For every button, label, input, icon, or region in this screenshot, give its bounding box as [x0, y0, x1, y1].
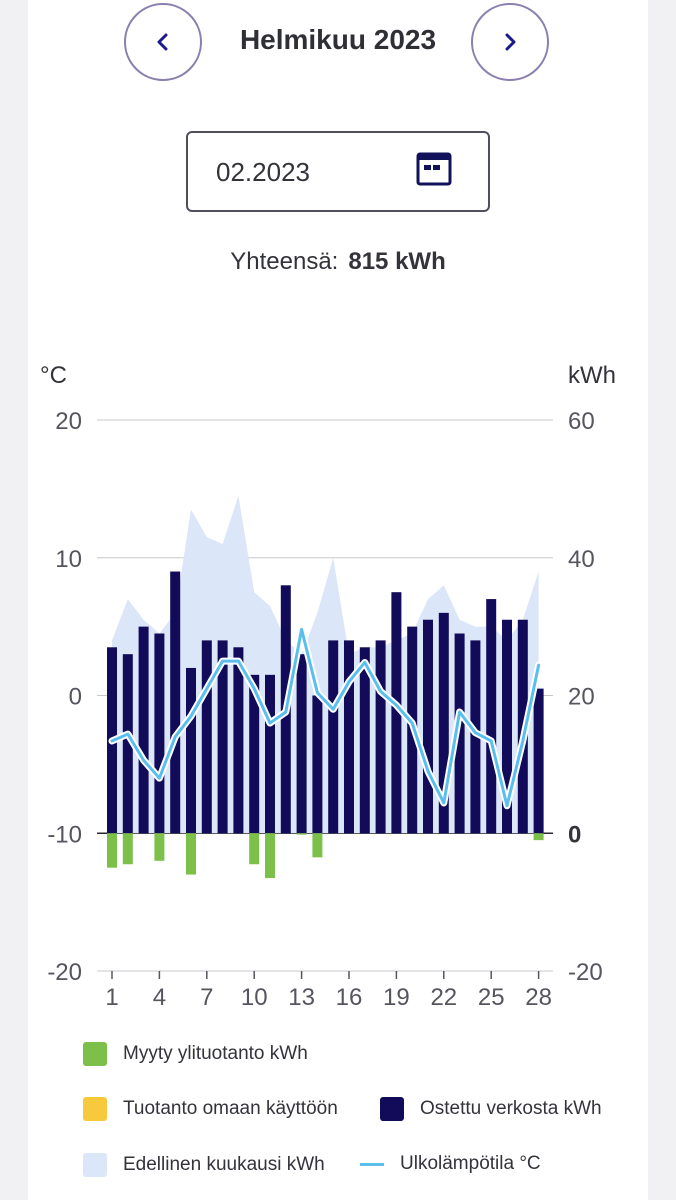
chevron-left-icon — [157, 33, 168, 51]
legend-swatch-bought — [380, 1097, 404, 1121]
bar-bought — [359, 647, 370, 834]
x-tick-label: 22 — [430, 984, 457, 1011]
bar-bought — [170, 571, 181, 834]
bar-bought — [328, 640, 339, 834]
monthly-total: Yhteensä: 815 kWh — [0, 248, 676, 276]
date-value: 02.2023 — [216, 157, 310, 187]
legend-previous: Edellinen kuukausi kWh — [83, 1153, 325, 1177]
x-tick-label: 16 — [336, 984, 363, 1011]
bar-bought — [296, 654, 307, 834]
bar-sold — [186, 833, 196, 875]
legend-label-temperature: Ulkolämpötila °C — [400, 1153, 541, 1174]
bar-bought — [312, 695, 323, 834]
bar-bought — [201, 640, 212, 834]
legend-temperature: Ulkolämpötila °C — [360, 1153, 541, 1175]
legend-bought: Ostettu verkosta kWh — [380, 1097, 602, 1121]
bar-sold — [533, 833, 544, 841]
bar-bought — [122, 654, 133, 834]
bar-bought — [438, 612, 449, 834]
x-tick-label: 28 — [525, 984, 552, 1011]
temperature-axis-unit: °C — [40, 362, 67, 389]
bar-sold — [154, 833, 165, 861]
total-value: 815 kWh — [348, 248, 446, 275]
bar-bought — [344, 640, 354, 834]
legend-swatch-own-use — [83, 1097, 107, 1121]
bar-bought — [391, 592, 402, 834]
legend-own-use: Tuotanto omaan käyttöön — [83, 1097, 338, 1121]
bar-bought — [186, 667, 196, 834]
energy-axis-unit: kWh — [568, 362, 616, 389]
chevron-right-icon — [505, 33, 516, 51]
bar-bought — [265, 674, 275, 834]
bar-sold — [312, 833, 323, 858]
x-tick-label: 10 — [241, 984, 268, 1011]
bar-sold — [122, 833, 133, 865]
bar-bought — [233, 647, 244, 834]
bar-sold — [296, 833, 307, 835]
right-tick-label: 20 — [568, 684, 595, 711]
bar-bought — [470, 640, 481, 834]
energy-chart[interactable]: 20 60 10 40 0 20 -10 0 -20 -20 1 4 7 10 13 16 19 22 25 28 — [0, 380, 676, 1020]
month-date-input[interactable]: 02.2023 — [186, 131, 490, 212]
x-tick-label: 4 — [153, 984, 166, 1011]
right-tick-label: -20 — [568, 959, 603, 986]
right-tick-label: 60 — [568, 408, 595, 435]
bar-sold — [265, 833, 275, 879]
legend-swatch-sold — [83, 1042, 107, 1066]
bar-bought — [502, 619, 512, 834]
legend-label-previous: Edellinen kuukausi kWh — [123, 1154, 325, 1175]
bar-sold — [249, 833, 260, 865]
bar-bought — [423, 619, 433, 834]
next-month-button[interactable] — [471, 3, 549, 81]
right-tick-label: 40 — [568, 546, 595, 573]
bar-bought — [154, 633, 165, 834]
legend-swatch-previous — [83, 1153, 107, 1177]
calendar-icon[interactable] — [416, 151, 452, 187]
left-tick-label: 0 — [69, 684, 82, 711]
left-tick-label: 10 — [55, 546, 82, 573]
legend-label-own-use: Tuotanto omaan käyttöön — [123, 1098, 338, 1119]
left-tick-label: -20 — [47, 959, 82, 986]
x-tick-label: 13 — [288, 984, 315, 1011]
x-tick-label: 25 — [478, 984, 505, 1011]
x-tick-label: 19 — [383, 984, 410, 1011]
page-title: Helmikuu 2023 — [239, 24, 437, 55]
total-label: Yhteensä: — [230, 248, 339, 275]
legend-label-bought: Ostettu verkosta kWh — [420, 1098, 602, 1119]
temperature-line — [110, 627, 541, 808]
legend-sold: Myyty ylituotanto kWh — [83, 1042, 308, 1066]
bar-sold — [107, 833, 117, 868]
bar-bought — [375, 640, 386, 834]
left-tick-label: 20 — [55, 408, 82, 435]
left-tick-label: -10 — [47, 821, 82, 848]
bar-bought — [454, 633, 465, 834]
right-tick-label: 0 — [568, 821, 581, 848]
bar-bought — [533, 688, 544, 834]
bar-bought — [217, 640, 228, 834]
bar-bought — [138, 626, 149, 834]
legend-label-sold: Myyty ylituotanto kWh — [123, 1043, 308, 1064]
x-tick-label: 1 — [105, 984, 118, 1011]
bar-bought — [249, 674, 260, 834]
previous-month-button[interactable] — [124, 3, 202, 81]
x-tick-label: 7 — [200, 984, 213, 1011]
legend-swatch-temperature — [360, 1162, 384, 1166]
bar-bought — [486, 599, 497, 834]
